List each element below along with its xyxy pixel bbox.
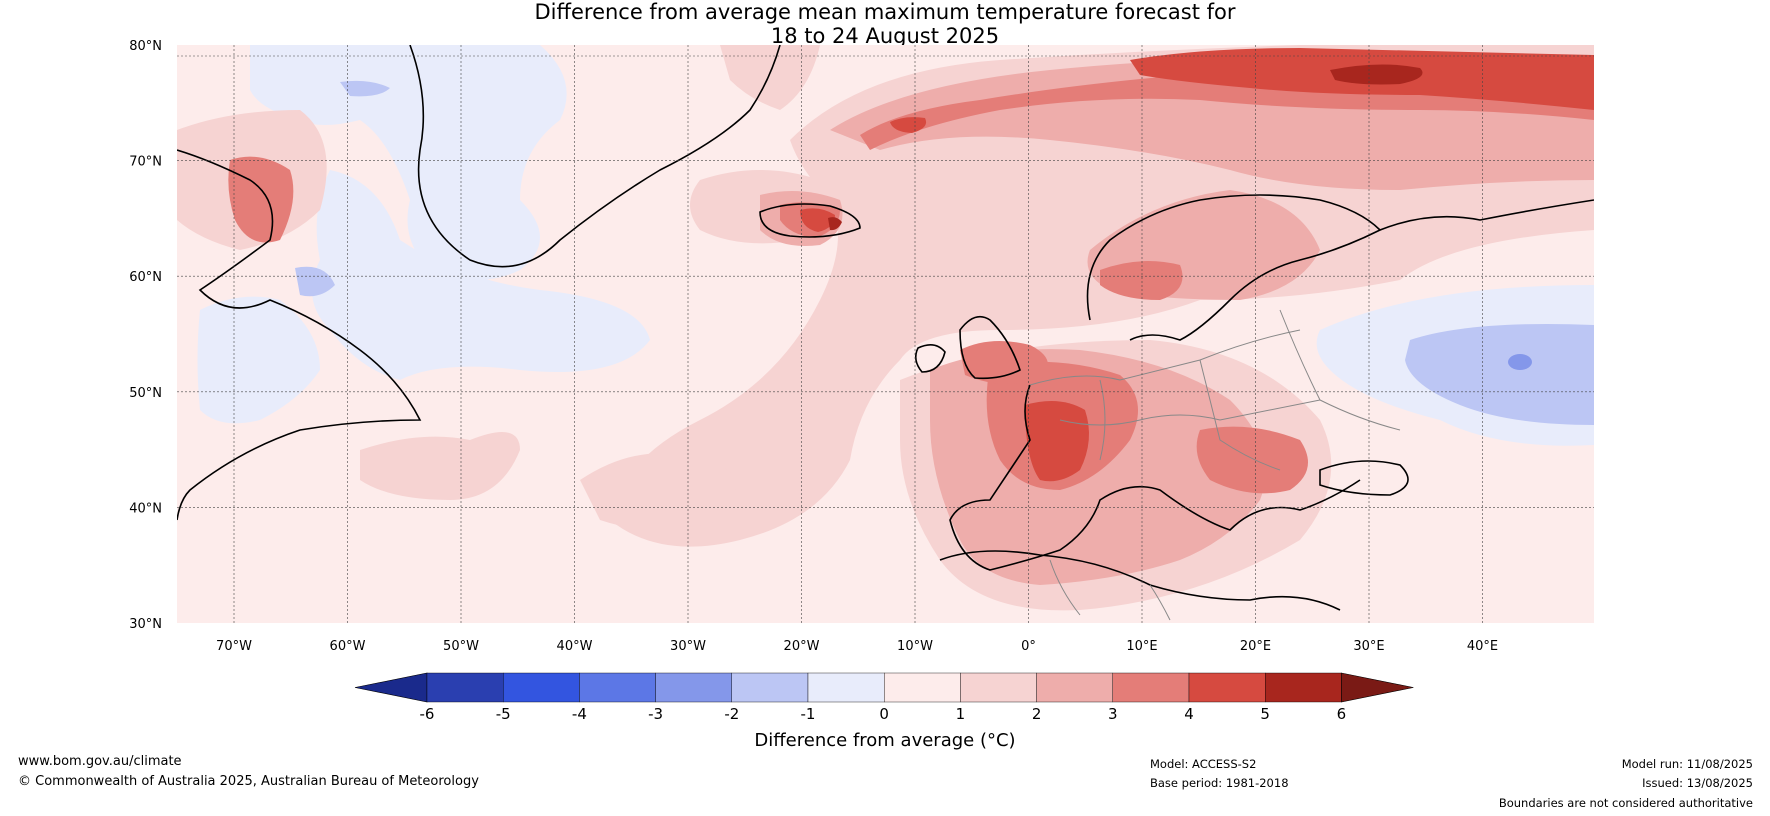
coastline-greenland [409, 45, 781, 268]
graticule [177, 45, 1594, 623]
footer-copyright: © Commonwealth of Australia 2025, Austra… [18, 774, 479, 789]
anomaly-neg-labrador-sea [312, 170, 650, 380]
border-2 [1059, 399, 1321, 426]
coastline-scandinavia [1086, 194, 1382, 341]
lat-label: 80°N [129, 39, 162, 54]
lon-label: 40°W [557, 639, 593, 654]
lon-label: 30°W [670, 639, 706, 654]
lon-label: 30°E [1353, 639, 1384, 654]
border-1 [1029, 329, 1301, 386]
colorbar-bin [1264, 672, 1342, 703]
colorbar-tick-label: 2 [1032, 705, 1042, 723]
coastline-black-sea [1319, 460, 1409, 496]
anomaly-4to5-iceland [800, 208, 835, 232]
colorbar-tick-labels: -6 -5 -4 -3 -2 -1 0 1 2 3 4 5 6 [420, 705, 1347, 723]
footer-base-period: Base period: 1981-2018 [1150, 776, 1289, 790]
colorbar-tick-label: -2 [724, 705, 739, 723]
colorbar-bin [1112, 672, 1190, 703]
colorbar-bin [731, 672, 809, 703]
colorbar-tick-label: -5 [496, 705, 511, 723]
colorbar-tick-label: 3 [1108, 705, 1118, 723]
anomaly-neg2-greenland-west [340, 80, 390, 97]
border-6 [1049, 559, 1081, 616]
colorbar-tick-label: -1 [801, 705, 816, 723]
lat-label: 70°N [129, 155, 162, 170]
colorbar-tick-label: 4 [1184, 705, 1194, 723]
anomaly-1to2-greenland-east [720, 45, 820, 110]
coastline-uk [959, 315, 1021, 380]
colorbar-tick-label: 5 [1260, 705, 1270, 723]
colorbar-tick-label: -4 [572, 705, 587, 723]
temperature-anomaly-field [177, 45, 1594, 623]
coastline-north-africa [939, 550, 1341, 611]
lon-label: 20°E [1240, 639, 1271, 654]
anomaly-4to5-france [1025, 401, 1089, 482]
anomaly-4to5-norwegian-sea [890, 117, 927, 133]
lon-label: 40°E [1467, 639, 1498, 654]
colorbar-bin [655, 672, 732, 703]
coastline-ireland [914, 344, 946, 373]
border-3 [1099, 379, 1106, 461]
anomaly-neg2-labrador [295, 266, 335, 297]
border-7 [1149, 584, 1171, 621]
coastline-iceland [759, 203, 861, 238]
anomaly-neg-greenland-baffin [250, 45, 567, 280]
lat-label: 30°N [129, 617, 162, 632]
footer-website[interactable]: www.bom.gov.au/climate [18, 754, 182, 769]
colorbar-extend-low [354, 672, 428, 703]
anomaly-5to6-svalbard-east [1330, 64, 1423, 85]
lon-label: 10°W [897, 639, 933, 654]
colorbar-bin [884, 672, 961, 703]
colorbar-tick-label: 0 [879, 705, 889, 723]
border-5 [1279, 309, 1401, 431]
lat-label: 60°N [129, 270, 162, 285]
anomaly-neg2-russia [1405, 324, 1594, 425]
border-4 [1199, 359, 1281, 471]
colorbar-tick-label: 6 [1337, 705, 1347, 723]
anomaly-1to2-atlantic-mid [360, 432, 520, 500]
colorbar-tick-label: -6 [420, 705, 435, 723]
coastline-europe-west [949, 384, 1361, 571]
colorbar-label: Difference from average (°C) [754, 730, 1015, 751]
footer-model-run: Model run: 11/08/2025 [1621, 757, 1753, 771]
colorbar-bin [579, 672, 656, 703]
anomaly-3to4-uk-northsea [960, 341, 1048, 384]
lat-label: 40°N [129, 501, 162, 516]
anomaly-neg3-russia [1508, 354, 1532, 370]
lon-label: 20°W [784, 639, 820, 654]
footer-disclaimer: Boundaries are not considered authoritat… [1498, 796, 1753, 810]
latitude-labels: 80°N 70°N 60°N 50°N 40°N 30°N [129, 39, 162, 632]
longitude-labels: 70°W 60°W 50°W 40°W 30°W 20°W 10°W 0° 10°E 20°E 30… [216, 639, 1498, 654]
anomaly-1to2-atlantic-south [580, 453, 736, 530]
colorbar-bin [1188, 672, 1266, 703]
colorbar-tick-label: 1 [956, 705, 966, 723]
footer-model: Model: ACCESS-S2 [1150, 757, 1257, 771]
title-line-2: 18 to 24 August 2025 [770, 24, 1000, 48]
lon-label: 10°E [1126, 639, 1157, 654]
footer-issued: Issued: 13/08/2025 [1642, 776, 1753, 790]
anomaly-3to4-norway [1100, 261, 1183, 300]
colorbar-tick-label: -3 [648, 705, 663, 723]
lat-label: 50°N [129, 386, 162, 401]
colorbar [354, 672, 1414, 703]
lon-label: 70°W [216, 639, 252, 654]
lon-label: 50°W [443, 639, 479, 654]
title-line-1: Difference from average mean maximum tem… [534, 0, 1236, 24]
map-title: Difference from average mean maximum tem… [0, 0, 1770, 48]
lon-label: 60°W [330, 639, 366, 654]
colorbar-bin [1036, 672, 1113, 703]
colorbar-bin [503, 672, 580, 703]
coastline-arctic-russia [1379, 199, 1594, 231]
colorbar-bin [807, 672, 885, 703]
country-borders [1029, 309, 1401, 621]
coastline-canada-baffin [177, 149, 422, 521]
colorbar-bin [426, 672, 504, 703]
anomaly-5to6-iceland [828, 217, 842, 231]
lon-label: 0° [1021, 639, 1036, 654]
colorbar-extend-high [1341, 672, 1414, 703]
coastlines [177, 45, 1594, 611]
colorbar-bin [960, 672, 1037, 703]
